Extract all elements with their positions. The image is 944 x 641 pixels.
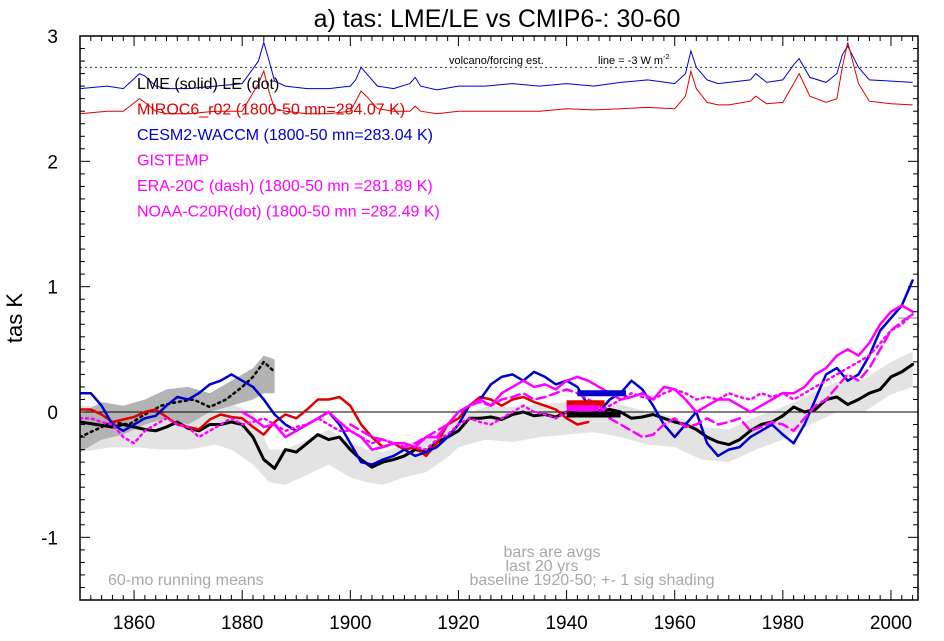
running-means-note: 60-mo running means [108,572,264,589]
y-tick-label: 3 [47,27,58,48]
forcing-miroc6-line [80,42,913,115]
miroc6-series-line [80,395,590,458]
y-tick-label: -1 [41,528,58,549]
y-tick-label: 1 [47,278,58,299]
legend-entry: ERA-20C (dash) (1800-50 mn =281.89 K) [137,178,433,195]
forcing-line-label-sup: -2 [663,54,669,61]
bars-note-1: bars are avgs [504,544,601,561]
plot-frame [79,35,919,601]
legend: LME (solid) LE (dot) MIROC6_r02 (1800-50 … [137,76,440,221]
forcing-cesm2-line [80,40,913,91]
legend-entry: NOAA-C20R(dot) (1800-50 mn =282.49 K) [137,204,440,221]
y-tick-label: 2 [47,152,58,173]
forcing-line-label: line = -3 W m-2 [598,54,669,67]
volcano-label: volcano/forcing est. [449,55,544,67]
legend-entry: LME (solid) LE (dot) [137,76,279,93]
plot-area [80,40,918,485]
forcing-line-label-main: line = -3 W m [598,55,663,67]
y-tick-label: 0 [47,403,58,424]
x-tick-label: 1900 [329,613,371,634]
noaa20cr-series-line [80,312,914,451]
era20c-series-line [349,312,914,449]
legend-entry: MIROC6_r02 (1800-50 mn=284.07 K) [137,102,405,119]
forcing-layer [80,40,918,115]
x-tick-label: 1940 [545,613,587,634]
baseline-note: baseline 1920-50; +- 1 sig shading [469,572,714,589]
bars-layer [566,390,627,418]
bars-note-2: last 20 yrs [506,558,579,575]
x-tick-label: 1960 [654,613,696,634]
chart-title: a) tas: LME/LE vs CMIP6-: 30-60 [314,5,681,33]
x-tick-label: 1980 [762,613,804,634]
series-layer [80,279,918,470]
x-tick-label: 2000 [870,613,912,634]
legend-entry: CESM2-WACCM (1800-50 mn=283.04 K) [137,127,433,144]
x-tick-label: 1880 [221,613,263,634]
legend-entry: GISTEMP [137,153,209,170]
y-axis-label: tas K [2,293,27,343]
cesm2-series-line [80,279,914,466]
x-tick-label: 1920 [437,613,479,634]
x-tick-label: 1860 [113,613,155,634]
axes-layer: 1860 1880 1900 1920 1940 1960 1980 2000 -1 0 1 2 3 [41,27,919,634]
